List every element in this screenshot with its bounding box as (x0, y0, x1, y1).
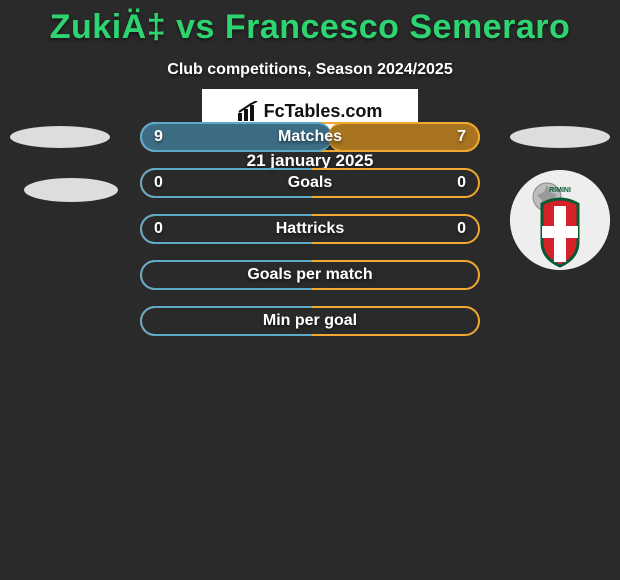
subtitle: Club competitions, Season 2024/2025 (0, 61, 620, 79)
stat-label: Goals (288, 174, 332, 192)
stat-label: Matches (278, 128, 342, 146)
stat-bar: 0 0 Hattricks (140, 214, 480, 244)
player-right-avatar: RIMINI (510, 118, 610, 218)
stat-value-left: 0 (154, 220, 163, 238)
avatar-placeholder-top (510, 126, 610, 148)
stat-value-left: 0 (154, 174, 163, 192)
stat-value-left: 9 (154, 128, 163, 146)
stat-value-right: 0 (457, 220, 466, 238)
stat-label: Hattricks (276, 220, 344, 238)
brand-logo-icon (238, 101, 260, 121)
stat-label: Min per goal (263, 312, 357, 330)
club-badge-icon: RIMINI (510, 170, 610, 270)
svg-text:RIMINI: RIMINI (549, 187, 571, 194)
stat-bar: Goals per match (140, 260, 480, 290)
comparison-bars: 9 7 Matches 0 0 Goals 0 0 Hattricks Goals per mat… (140, 122, 480, 352)
brand-label: FcTables.com (264, 101, 383, 122)
stat-value-right: 0 (457, 174, 466, 192)
avatar-placeholder-bottom (24, 178, 118, 202)
stat-bar: Min per goal (140, 306, 480, 336)
bar-border-left (140, 168, 312, 198)
club-badge: RIMINI (510, 170, 610, 270)
stat-label: Goals per match (247, 266, 372, 284)
page-title: ZukiÄ‡ vs Francesco Semeraro (0, 0, 620, 47)
player-left-avatar (10, 118, 110, 218)
avatar-placeholder-top (10, 126, 110, 148)
stat-bar: 9 7 Matches (140, 122, 480, 152)
stat-value-right: 7 (457, 128, 466, 146)
stat-bar: 0 0 Goals (140, 168, 480, 198)
